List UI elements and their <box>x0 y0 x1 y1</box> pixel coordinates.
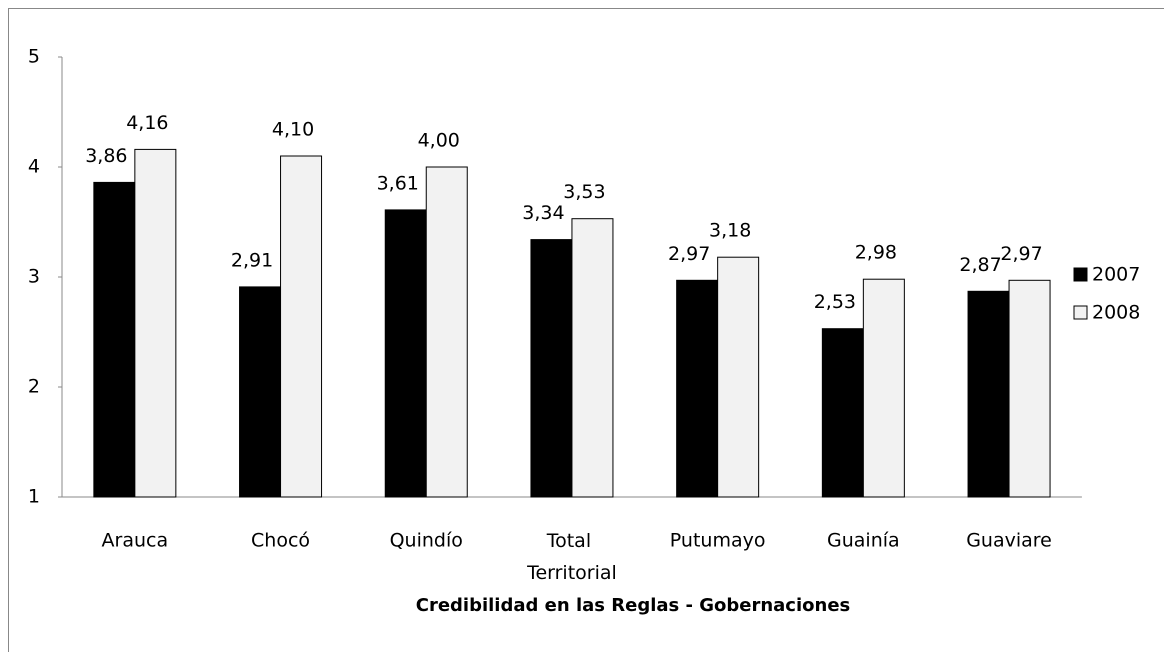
y-tick-label: 2 <box>28 376 40 398</box>
x-tick-label: Chocó <box>251 530 310 552</box>
data-label: 2,53 <box>814 291 856 313</box>
bar <box>239 286 282 498</box>
x-tick-label: Total Territorial <box>526 530 617 584</box>
x-tick-label: Quindío <box>390 530 463 552</box>
data-label: 2,98 <box>855 242 897 264</box>
y-tick-label: 4 <box>28 156 40 178</box>
bar <box>280 155 323 498</box>
data-label: 2,87 <box>959 254 1001 276</box>
x-axis-title: Credibilidad en las Reglas - Gobernacion… <box>416 595 851 616</box>
bar <box>1008 279 1051 498</box>
bar <box>425 166 468 498</box>
bar <box>571 218 614 498</box>
bar <box>134 148 177 498</box>
y-tick-label: 5 <box>28 46 40 68</box>
data-label: 4,10 <box>272 119 314 141</box>
bar <box>93 181 136 498</box>
data-label: 3,18 <box>709 220 751 242</box>
bar <box>862 278 905 498</box>
legend-label: 2008 <box>1092 302 1140 324</box>
data-label: 2,91 <box>231 249 273 271</box>
y-tick-label: 1 <box>28 486 40 508</box>
x-tick-label: Guaviare <box>966 530 1052 552</box>
data-label: 2,97 <box>1000 243 1042 265</box>
bar <box>967 290 1010 498</box>
bar <box>676 279 719 498</box>
data-label: 2,97 <box>668 243 710 265</box>
x-tick-label: Arauca <box>102 530 169 552</box>
data-label: 4,00 <box>418 130 460 152</box>
legend-swatch <box>1073 267 1088 282</box>
x-tick-label: Guainía <box>827 530 900 552</box>
bar <box>717 256 760 498</box>
data-label: 3,61 <box>377 172 419 194</box>
legend-label: 2007 <box>1092 264 1140 286</box>
bar <box>530 239 573 498</box>
data-label: 3,34 <box>522 202 564 224</box>
bar <box>821 328 864 498</box>
data-label: 4,16 <box>126 112 168 134</box>
y-tick-label: 3 <box>28 266 40 288</box>
data-label: 3,86 <box>85 145 127 167</box>
legend-swatch <box>1073 305 1088 320</box>
data-label: 3,53 <box>563 181 605 203</box>
x-tick-label: Putumayo <box>670 530 766 552</box>
bar <box>384 209 427 498</box>
chart-frame <box>8 8 1164 652</box>
